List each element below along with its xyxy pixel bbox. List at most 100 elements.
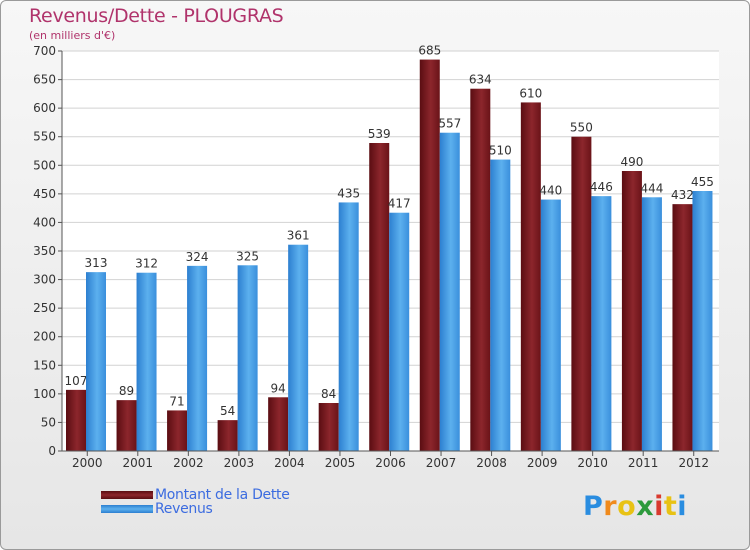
- bar-revenus: [288, 244, 309, 451]
- x-tick-label: 2007: [426, 456, 457, 470]
- x-tick-label: 2000: [72, 456, 103, 470]
- x-tick-label: 2009: [527, 456, 558, 470]
- data-label: 325: [236, 249, 259, 263]
- data-label: 446: [590, 180, 613, 194]
- logo-letter: i: [677, 491, 688, 522]
- logo-letter: i: [654, 491, 664, 522]
- bar-revenus: [591, 196, 612, 451]
- bar-revenus: [136, 272, 157, 451]
- legend-item-dette: Montant de la Dette: [101, 487, 290, 503]
- x-tick-label: 2011: [628, 456, 659, 470]
- logo-letter: x: [636, 491, 655, 522]
- y-tick-label: 150: [33, 358, 56, 372]
- bar-dette: [621, 171, 642, 451]
- bar-revenus: [439, 132, 460, 451]
- x-tick-label: 2008: [476, 456, 507, 470]
- bar-dette: [318, 403, 339, 451]
- bar-revenus: [692, 191, 713, 451]
- bar-revenus: [389, 212, 410, 451]
- y-tick-label: 50: [41, 415, 56, 429]
- data-label: 435: [337, 186, 360, 200]
- legend-item-revenus: Revenus: [101, 501, 213, 517]
- bar-dette: [369, 143, 390, 451]
- x-tick-label: 2012: [678, 456, 709, 470]
- chart-subtitle: (en milliers d'€): [29, 29, 116, 42]
- y-tick-label: 200: [33, 330, 56, 344]
- data-label: 107: [65, 374, 88, 388]
- bar-revenus: [641, 197, 662, 451]
- data-label: 313: [85, 256, 108, 270]
- data-label: 610: [519, 86, 542, 100]
- axis-layer: 0 50 100 150 200 250 300 350 400 450 500 550 600 650 7…: [33, 44, 719, 470]
- data-label: 312: [135, 257, 158, 271]
- bar-dette: [571, 136, 592, 451]
- legend-label-dette: Montant de la Dette: [155, 487, 290, 503]
- x-tick-label: 2001: [123, 456, 154, 470]
- x-tick-label: 2006: [375, 456, 406, 470]
- x-tick-label: 2003: [224, 456, 255, 470]
- data-label: 490: [620, 155, 643, 169]
- bar-dette: [66, 389, 86, 451]
- y-tick-label: 650: [33, 73, 56, 87]
- bar-dette: [672, 204, 693, 451]
- bars-layer: 107 313 89 312 71 324 54 325 94 361 84 435 539 417 685…: [65, 44, 714, 452]
- data-label: 510: [489, 144, 512, 158]
- data-label: 557: [438, 117, 461, 131]
- bar-dette: [470, 88, 491, 451]
- logo-letter: r: [603, 491, 618, 522]
- data-label: 54: [220, 404, 235, 418]
- bar-revenus: [86, 272, 106, 451]
- y-tick-label: 600: [33, 101, 56, 115]
- logo-letter: o: [617, 491, 637, 522]
- data-label: 539: [368, 127, 391, 141]
- data-label: 440: [539, 184, 562, 198]
- data-label: 361: [287, 229, 310, 243]
- data-label: 89: [119, 384, 134, 398]
- bar-dette: [167, 410, 188, 451]
- bar-dette: [268, 397, 289, 451]
- bar-dette: [217, 420, 238, 451]
- data-label: 417: [388, 197, 411, 211]
- bar-revenus: [490, 159, 511, 452]
- data-label: 432: [671, 188, 694, 202]
- bar-revenus: [540, 199, 561, 451]
- logo-letter: t: [663, 491, 678, 522]
- legend-swatch-revenus: [101, 505, 153, 513]
- data-label: 71: [169, 394, 184, 408]
- bar-dette: [520, 102, 541, 451]
- y-tick-label: 550: [33, 130, 56, 144]
- bar-revenus: [338, 202, 359, 451]
- legend-label-revenus: Revenus: [155, 501, 213, 517]
- data-label: 550: [570, 121, 593, 135]
- y-tick-label: 100: [33, 387, 56, 401]
- legend-swatch-dette: [101, 491, 153, 499]
- chart-title: Revenus/Dette - PLOUGRAS: [29, 5, 284, 27]
- y-tick-label: 450: [33, 187, 56, 201]
- data-label: 685: [418, 44, 441, 58]
- data-label: 634: [469, 73, 492, 87]
- bar-revenus: [237, 265, 258, 451]
- y-tick-label: 500: [33, 158, 56, 172]
- data-label: 455: [691, 175, 714, 189]
- data-label: 444: [640, 181, 663, 195]
- y-tick-label: 700: [33, 44, 56, 58]
- data-label: 84: [321, 387, 336, 401]
- y-tick-label: 300: [33, 273, 56, 287]
- bar-dette: [116, 400, 137, 451]
- logo-letter: P: [583, 491, 604, 522]
- x-tick-label: 2004: [274, 456, 305, 470]
- x-tick-label: 2002: [173, 456, 204, 470]
- y-tick-label: 350: [33, 244, 56, 258]
- y-tick-label: 0: [48, 444, 56, 458]
- bar-dette: [419, 59, 440, 451]
- data-label: 94: [271, 381, 286, 395]
- bar-revenus: [187, 265, 208, 451]
- data-label: 324: [186, 250, 209, 264]
- y-tick-label: 400: [33, 215, 56, 229]
- proxiti-logo: Proxiti: [583, 491, 687, 522]
- x-tick-label: 2005: [325, 456, 356, 470]
- y-tick-label: 250: [33, 301, 56, 315]
- x-tick-label: 2010: [577, 456, 608, 470]
